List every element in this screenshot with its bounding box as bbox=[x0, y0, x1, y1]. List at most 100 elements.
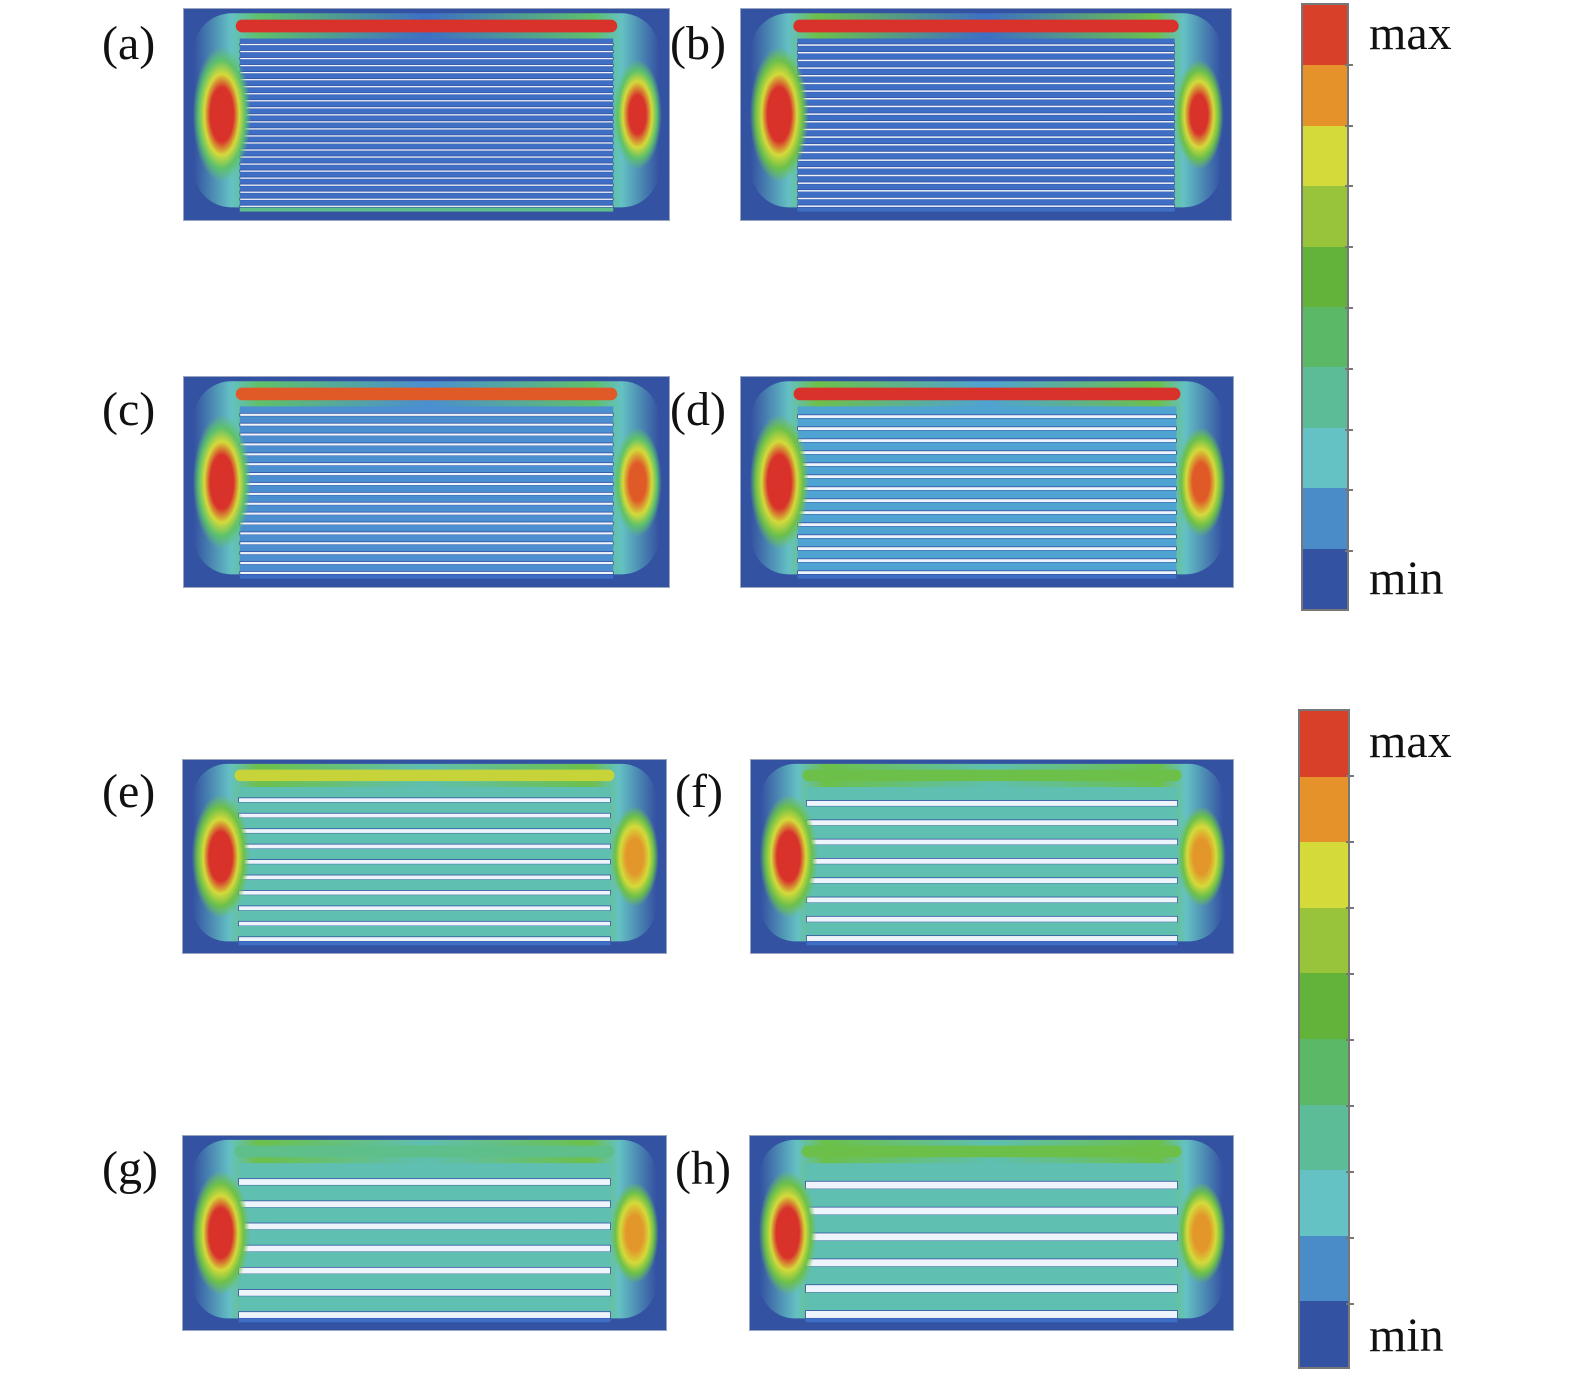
outlet-manifold-band bbox=[239, 207, 614, 212]
channel-wall bbox=[797, 486, 1177, 491]
channel-wall bbox=[796, 97, 1176, 101]
channel-flow bbox=[797, 46, 1175, 52]
channel-wall bbox=[239, 169, 614, 173]
outlet-hotspot bbox=[610, 1182, 659, 1284]
channel-wall bbox=[805, 1310, 1178, 1319]
channel-flow bbox=[238, 1274, 611, 1290]
outlet-manifold-band bbox=[805, 1318, 1178, 1323]
contour-svg bbox=[183, 760, 666, 953]
channel-wall bbox=[239, 113, 614, 117]
channel-wall bbox=[238, 812, 611, 819]
channel-wall bbox=[239, 197, 614, 201]
channel-wall bbox=[238, 890, 611, 896]
channel-wall bbox=[239, 491, 614, 496]
inlet-hotspot bbox=[749, 414, 809, 550]
channel-wall bbox=[239, 141, 614, 145]
channel-flow bbox=[239, 445, 614, 453]
channel-wall bbox=[797, 450, 1177, 455]
channel-wall bbox=[806, 935, 1178, 942]
colorbar-segment bbox=[1300, 776, 1348, 843]
colorbar-segment bbox=[1303, 367, 1347, 428]
channel-wall bbox=[797, 546, 1177, 551]
channel-wall bbox=[239, 134, 614, 138]
channel-wall bbox=[806, 819, 1178, 827]
outlet-hotspot bbox=[1174, 59, 1224, 170]
channel-flow bbox=[797, 69, 1175, 75]
channel-flow bbox=[797, 130, 1175, 136]
channel-flow bbox=[797, 176, 1175, 183]
channel-wall bbox=[239, 472, 614, 476]
channel-flow bbox=[797, 145, 1175, 152]
channel-wall bbox=[238, 797, 611, 803]
channel-flow bbox=[239, 80, 614, 86]
channel-flow bbox=[239, 193, 614, 199]
channel-wall bbox=[239, 432, 614, 437]
inlet-manifold-band bbox=[793, 19, 1179, 33]
colorbar-top-min-label: min bbox=[1369, 552, 1444, 605]
channel-flow bbox=[239, 108, 614, 114]
channel-wall bbox=[239, 501, 614, 506]
channel-flow bbox=[797, 562, 1177, 571]
channel-flow bbox=[797, 138, 1175, 144]
channel-wall bbox=[797, 462, 1177, 467]
channel-flow bbox=[806, 883, 1178, 898]
colorbar-tick bbox=[1346, 841, 1354, 843]
colorbar-tick bbox=[1346, 973, 1354, 975]
channel-wall bbox=[239, 452, 614, 457]
channel-wall bbox=[796, 51, 1176, 55]
channel-wall bbox=[238, 828, 611, 834]
channel-wall bbox=[797, 534, 1177, 539]
channel-flow bbox=[797, 199, 1175, 206]
colorbar-segment bbox=[1300, 842, 1348, 908]
channel-wall bbox=[239, 50, 614, 54]
channel-wall bbox=[239, 551, 614, 556]
outlet-hotspot bbox=[1176, 427, 1226, 537]
channel-flow bbox=[239, 416, 614, 424]
colorbar-segment bbox=[1300, 1038, 1348, 1105]
panel-label-d: (d) bbox=[670, 383, 726, 436]
channel-wall bbox=[239, 120, 614, 124]
channel-flow bbox=[797, 191, 1175, 198]
inlet-manifold-band bbox=[235, 19, 618, 33]
inlet-hotspot bbox=[759, 794, 818, 919]
channel-wall bbox=[797, 438, 1177, 443]
channel-flow bbox=[238, 1185, 611, 1201]
channel-flow bbox=[239, 524, 614, 532]
colorbar-segment bbox=[1303, 307, 1347, 368]
channel-flow bbox=[239, 94, 614, 100]
colorbar-top bbox=[1301, 3, 1349, 611]
channel-flow bbox=[239, 534, 614, 542]
channel-flow bbox=[239, 158, 614, 164]
channel-flow bbox=[238, 833, 611, 845]
channel-flow bbox=[797, 84, 1175, 90]
colorbar-tick bbox=[1345, 246, 1353, 249]
channel-flow bbox=[239, 455, 614, 463]
channel-flow bbox=[239, 172, 614, 178]
channel-flow bbox=[797, 76, 1175, 83]
colorbar-tick bbox=[1345, 367, 1353, 370]
channel-flow bbox=[797, 107, 1175, 113]
channel-flow bbox=[797, 526, 1177, 535]
channel-flow bbox=[238, 910, 611, 922]
channel-wall bbox=[239, 571, 614, 575]
outlet-manifold-band bbox=[797, 574, 1177, 579]
channel-flow bbox=[239, 436, 614, 443]
channel-flow bbox=[797, 168, 1175, 175]
contour-svg bbox=[750, 1136, 1233, 1330]
colorbar-tick bbox=[1346, 1039, 1354, 1041]
channel-flow bbox=[805, 1189, 1178, 1208]
channel-flow bbox=[797, 478, 1177, 487]
channel-wall bbox=[239, 442, 614, 447]
inlet-hotspot bbox=[191, 794, 250, 919]
channel-flow bbox=[238, 848, 611, 860]
channel-flow bbox=[239, 465, 614, 473]
contour-svg bbox=[184, 377, 669, 587]
channel-wall bbox=[796, 150, 1176, 155]
channel-flow bbox=[806, 844, 1178, 859]
channel-wall bbox=[797, 498, 1177, 503]
channel-wall bbox=[238, 1244, 611, 1253]
channel-wall bbox=[238, 874, 611, 881]
colorbar-tick bbox=[1345, 307, 1353, 309]
channel-flow bbox=[797, 184, 1175, 190]
channel-wall bbox=[806, 896, 1178, 904]
